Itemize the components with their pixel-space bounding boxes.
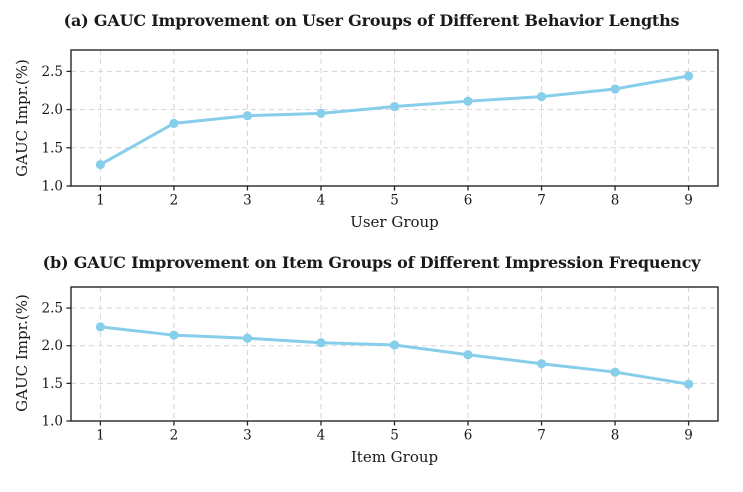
data-point — [95, 322, 106, 332]
x-tick-label: 8 — [611, 428, 620, 444]
x-tick-label: 1 — [96, 428, 105, 444]
data-point — [683, 379, 694, 389]
x-tick-label: 2 — [170, 428, 179, 444]
chart-a-x-axis-label: User Group — [350, 213, 439, 231]
data-point — [536, 359, 547, 369]
chart-a-title: (a) GAUC Improvement on User Groups of D… — [63, 11, 680, 30]
data-point — [242, 111, 253, 121]
data-point — [389, 101, 400, 112]
chart-b-x-axis-label: Item Group — [350, 448, 439, 466]
data-point — [169, 118, 179, 128]
y-tick-label: 1.5 — [42, 140, 63, 156]
x-tick-label: 6 — [464, 428, 473, 444]
data-point — [463, 96, 473, 106]
chart-b-title: (b) GAUC Improvement on Item Groups of D… — [42, 253, 701, 272]
y-tick-label: 2.0 — [42, 102, 63, 118]
x-tick-label: 5 — [390, 193, 399, 209]
data-point — [610, 84, 620, 94]
chart-b-plot-area: 1 2 3 4 5 6 7 8 9 1.0 1.5 2.0 2.5 — [42, 286, 719, 444]
x-tick-label: 5 — [390, 428, 399, 444]
x-tick-label: 4 — [317, 428, 326, 444]
y-tick-label: 1.5 — [42, 376, 63, 392]
chart-b-y-axis-label: GAUC Impr.(%) — [13, 294, 31, 412]
y-tick-label: 1.0 — [42, 414, 63, 430]
x-tick-label: 4 — [317, 193, 326, 209]
chart-item-groups: (b) GAUC Improvement on Item Groups of D… — [0, 246, 743, 492]
data-point — [463, 350, 473, 360]
x-tick-label: 6 — [464, 193, 473, 209]
x-tick-label: 7 — [537, 428, 546, 444]
data-point — [169, 330, 179, 340]
y-tick-label: 1.0 — [42, 179, 63, 195]
chart-a-y-axis-label: GAUC Impr.(%) — [13, 59, 31, 177]
data-point — [610, 367, 620, 377]
x-tick-label: 7 — [537, 193, 546, 209]
y-tick-label: 2.5 — [42, 301, 63, 317]
x-tick-label: 3 — [243, 193, 252, 209]
x-tick-label: 1 — [96, 193, 105, 209]
data-point — [242, 333, 253, 343]
data-point — [536, 92, 547, 102]
x-tick-label: 8 — [611, 193, 620, 209]
data-point — [316, 338, 326, 348]
x-tick-label: 9 — [684, 193, 693, 209]
chart-a-plot-area: 1 2 3 4 5 6 7 8 9 1.0 1.5 2.0 2.5 — [42, 49, 719, 209]
x-tick-label: 9 — [684, 428, 693, 444]
x-tick-label: 3 — [243, 428, 252, 444]
x-tick-label: 2 — [170, 193, 179, 209]
data-point — [95, 160, 106, 170]
chart-user-groups: (a) GAUC Improvement on User Groups of D… — [13, 11, 719, 231]
data-point — [389, 340, 400, 350]
data-point — [316, 108, 326, 119]
y-tick-label: 2.0 — [42, 338, 63, 354]
y-tick-label: 2.5 — [42, 64, 63, 80]
data-point — [683, 71, 694, 81]
